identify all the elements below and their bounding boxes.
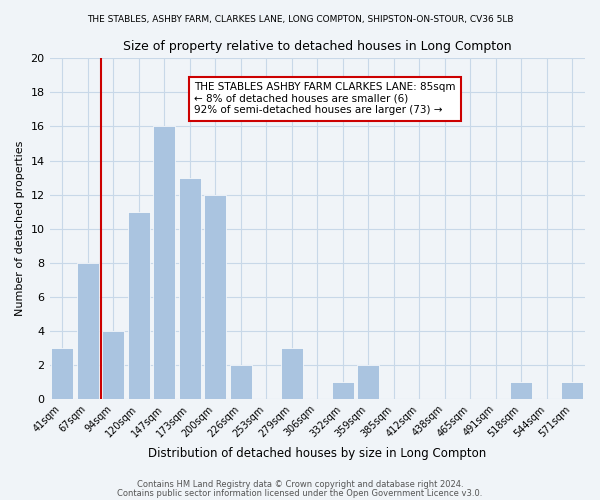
Bar (77, 262, 98, 399)
Text: Contains public sector information licensed under the Open Government Licence v3: Contains public sector information licen… (118, 488, 482, 498)
Text: Contains HM Land Registry data © Crown copyright and database right 2024.: Contains HM Land Registry data © Crown c… (137, 480, 463, 489)
Bar (562, 382, 583, 399)
Bar (358, 365, 379, 399)
Bar (511, 382, 532, 399)
Bar (230, 365, 251, 399)
Text: THE STABLES, ASHBY FARM, CLARKES LANE, LONG COMPTON, SHIPSTON-ON-STOUR, CV36 5LB: THE STABLES, ASHBY FARM, CLARKES LANE, L… (87, 15, 513, 24)
Bar (128, 212, 149, 399)
Bar (205, 194, 226, 399)
X-axis label: Distribution of detached houses by size in Long Compton: Distribution of detached houses by size … (148, 447, 487, 460)
Bar (179, 178, 200, 399)
Bar (281, 348, 302, 399)
Bar (154, 126, 175, 399)
Bar (103, 331, 124, 399)
Bar (332, 382, 353, 399)
Title: Size of property relative to detached houses in Long Compton: Size of property relative to detached ho… (123, 40, 512, 53)
Bar (52, 348, 73, 399)
Y-axis label: Number of detached properties: Number of detached properties (15, 141, 25, 316)
Text: THE STABLES ASHBY FARM CLARKES LANE: 85sqm
← 8% of detached houses are smaller (: THE STABLES ASHBY FARM CLARKES LANE: 85s… (194, 82, 455, 116)
